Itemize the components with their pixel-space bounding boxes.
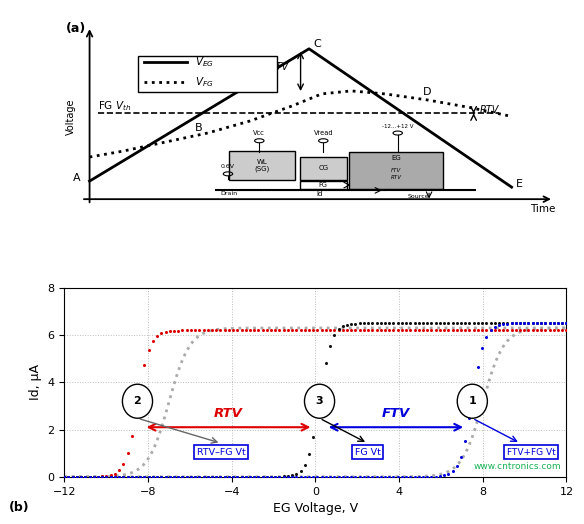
Y-axis label: Id, μA: Id, μA xyxy=(29,364,42,400)
Text: FG Vt: FG Vt xyxy=(354,447,381,456)
Text: FTV: FTV xyxy=(271,62,289,72)
Text: $V_{EG}$: $V_{EG}$ xyxy=(195,56,214,69)
FancyBboxPatch shape xyxy=(138,56,277,92)
Text: (a): (a) xyxy=(67,21,86,35)
Text: FG $V_{th}$: FG $V_{th}$ xyxy=(98,100,131,114)
Text: B: B xyxy=(195,124,203,134)
Text: FTV+FG Vt: FTV+FG Vt xyxy=(506,447,555,456)
Circle shape xyxy=(123,384,152,418)
Text: RTV–FG Vt: RTV–FG Vt xyxy=(197,447,245,456)
Circle shape xyxy=(304,384,335,418)
Text: 2: 2 xyxy=(134,396,141,406)
Text: A: A xyxy=(72,173,81,183)
Text: Voltage: Voltage xyxy=(65,98,75,135)
Text: www.cntronics.com: www.cntronics.com xyxy=(474,462,561,471)
Text: 3: 3 xyxy=(316,396,324,406)
X-axis label: EG Voltage, V: EG Voltage, V xyxy=(273,502,358,515)
Circle shape xyxy=(457,384,488,418)
Text: E: E xyxy=(516,179,523,189)
Text: C: C xyxy=(313,39,321,49)
Text: FTV: FTV xyxy=(382,407,410,420)
Text: RTV: RTV xyxy=(480,105,499,115)
Text: 1: 1 xyxy=(468,396,476,406)
Text: Time: Time xyxy=(530,204,556,214)
Text: $V_{FG}$: $V_{FG}$ xyxy=(195,75,214,89)
Text: (b): (b) xyxy=(9,501,30,514)
Text: RTV: RTV xyxy=(214,407,243,420)
Text: D: D xyxy=(423,88,432,97)
